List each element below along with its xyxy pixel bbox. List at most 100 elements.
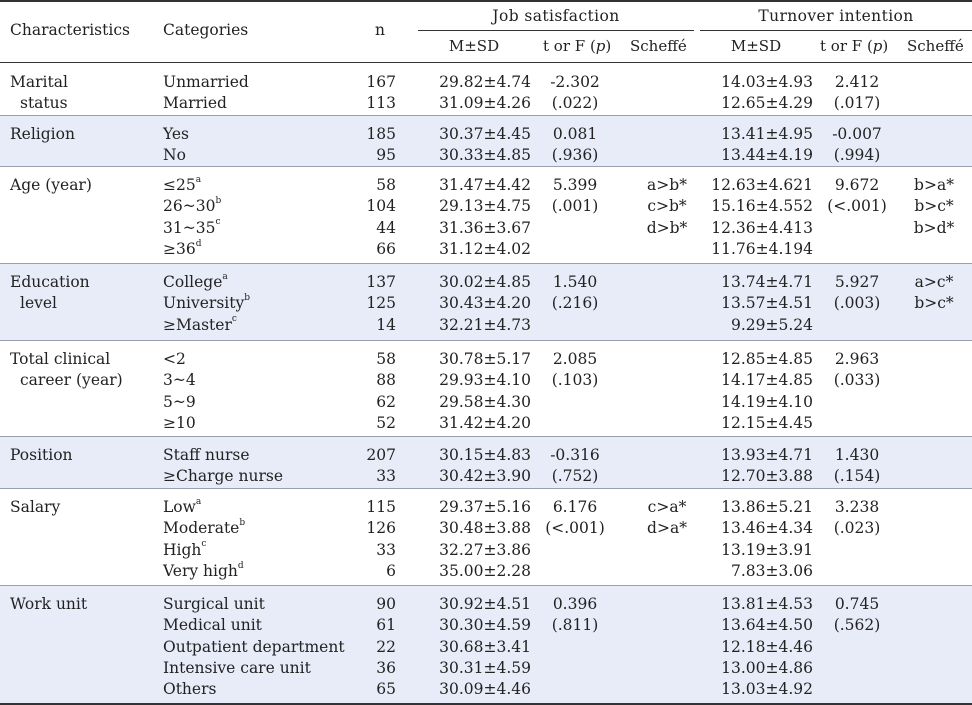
n-value: 33: [376, 467, 396, 486]
n-value: 113: [366, 94, 396, 113]
ti-mean-sd: 12.36±4.413: [711, 218, 813, 237]
t-or-f-suffix: ): [605, 37, 612, 55]
ti-mean-sd: 13.19±3.91: [721, 540, 813, 559]
n-value: 167: [366, 73, 396, 91]
ti-mean-sd: 13.00±4.86: [721, 658, 813, 677]
n-value: 65: [376, 680, 396, 699]
ti-mean-sd: 12.65±4.29: [721, 94, 813, 113]
category-label: 26~30b: [163, 197, 221, 216]
ti-test-stat: (.017): [833, 94, 881, 113]
category-label: ≤25a: [163, 174, 202, 194]
js-mean-sd: 29.37±5.16: [439, 498, 531, 516]
category-label: ≥10: [163, 413, 196, 432]
category-label: 3~4: [163, 371, 196, 390]
category-label: Unmarried: [163, 73, 249, 91]
group-label: Age (year): [10, 176, 92, 194]
category-superscript: c: [231, 314, 237, 325]
js-mean-sd: 30.33±4.85: [439, 146, 531, 165]
ti-mean-sd: 12.18±4.46: [721, 637, 813, 656]
group-label: career (year): [20, 371, 123, 390]
t-or-f-prefix: t or F (: [543, 37, 596, 55]
js-test-stat: (<.001): [545, 519, 605, 538]
ti-mean-sd: 14.17±4.85: [721, 371, 813, 390]
category-text: Moderate: [163, 519, 240, 538]
n-value: 52: [376, 413, 396, 432]
category-label: Lowa: [163, 497, 201, 516]
category-text: Very high: [163, 561, 238, 580]
header-turnover-intention: Turnover intention: [758, 7, 914, 25]
category-text: High: [163, 540, 202, 559]
category-text: ≥36: [163, 239, 196, 258]
category-label: 31~35c: [163, 218, 220, 237]
js-mean-sd: 30.68±3.41: [439, 637, 531, 656]
category-superscript: c: [201, 539, 207, 550]
js-mean-sd: 31.42±4.20: [439, 413, 531, 432]
ti-mean-sd: 9.29±5.24: [730, 315, 813, 334]
js-test-stat: (.811): [551, 616, 599, 635]
category-label: 5~9: [163, 392, 196, 411]
ti-mean-sd: 13.64±4.50: [721, 616, 813, 635]
js-mean-sd: 30.37±4.45: [439, 125, 531, 143]
group-label: Marital: [10, 73, 68, 91]
category-superscript: b: [244, 293, 251, 304]
header-js-t-or-f: t or F (p): [543, 39, 611, 54]
group-label: Total clinical: [10, 350, 111, 368]
category-label: ≥Masterc: [163, 315, 237, 334]
category-superscript: a: [222, 271, 228, 282]
group-label: Salary: [10, 498, 61, 516]
category-label: Collegea: [163, 271, 228, 291]
js-mean-sd: 35.00±2.28: [439, 561, 531, 580]
ti-mean-sd: 13.03±4.92: [721, 680, 813, 699]
js-test-stat: (.936): [551, 146, 599, 165]
category-label: Staff nurse: [163, 446, 250, 464]
js-mean-sd: 32.21±4.73: [439, 315, 531, 334]
ti-test-stat: -0.007: [832, 125, 882, 143]
header-js-scheffe: Scheffé: [630, 37, 687, 55]
js-mean-sd: 29.13±4.75: [439, 197, 531, 216]
js-mean-sd: 30.92±4.51: [439, 595, 531, 613]
category-superscript: d: [195, 238, 202, 249]
js-scheffe: d>b*: [646, 218, 688, 237]
ti-test-stat: 5.927: [834, 273, 880, 291]
js-test-stat: 0.396: [552, 595, 598, 613]
category-label: Yes: [163, 125, 190, 143]
js-scheffe: c>a*: [647, 498, 687, 516]
n-value: 58: [376, 350, 396, 368]
ti-test-stat: 9.672: [834, 176, 880, 194]
category-label: Medical unit: [163, 616, 262, 635]
category-text: ≥Master: [163, 315, 232, 334]
js-test-stat: 0.081: [552, 125, 598, 143]
category-text: 26~30: [163, 197, 216, 216]
n-value: 33: [376, 540, 396, 559]
ti-scheffe: b>c*: [914, 294, 954, 313]
ti-mean-sd: 14.19±4.10: [721, 392, 813, 411]
header-characteristics: Characteristics: [10, 21, 130, 39]
category-label: Highc: [163, 540, 206, 559]
category-superscript: a: [195, 174, 202, 185]
category-superscript: d: [237, 560, 244, 571]
n-value: 125: [366, 294, 396, 313]
n-value: 90: [376, 595, 396, 613]
ti-test-stat: (.154): [833, 467, 881, 486]
js-scheffe: a>b*: [647, 176, 687, 194]
js-mean-sd: 29.58±4.30: [439, 392, 531, 411]
n-value: 44: [376, 218, 396, 237]
n-value: 95: [376, 146, 396, 165]
js-mean-sd: 30.15±4.83: [439, 446, 531, 464]
js-test-stat: (.103): [551, 371, 599, 390]
n-value: 36: [376, 658, 396, 677]
group-block: [0, 115, 972, 167]
t-or-f-prefix: t or F (: [820, 37, 873, 55]
header-ti-t-or-f: t or F (p): [820, 39, 888, 54]
ti-scheffe: b>d*: [913, 218, 955, 237]
group-block: [0, 340, 972, 437]
js-mean-sd: 30.09±4.46: [439, 680, 531, 699]
header-bottom-rule: [0, 62, 972, 63]
js-mean-sd: 31.12±4.02: [439, 239, 531, 258]
ti-test-stat: (.023): [833, 519, 881, 538]
js-mean-sd: 30.42±3.90: [439, 467, 531, 486]
ti-test-stat: 3.238: [834, 498, 880, 516]
group-label: Work unit: [10, 595, 88, 613]
ti-mean-sd: 14.03±4.93: [721, 73, 813, 91]
ti-mean-sd: 13.93±4.71: [721, 446, 813, 464]
